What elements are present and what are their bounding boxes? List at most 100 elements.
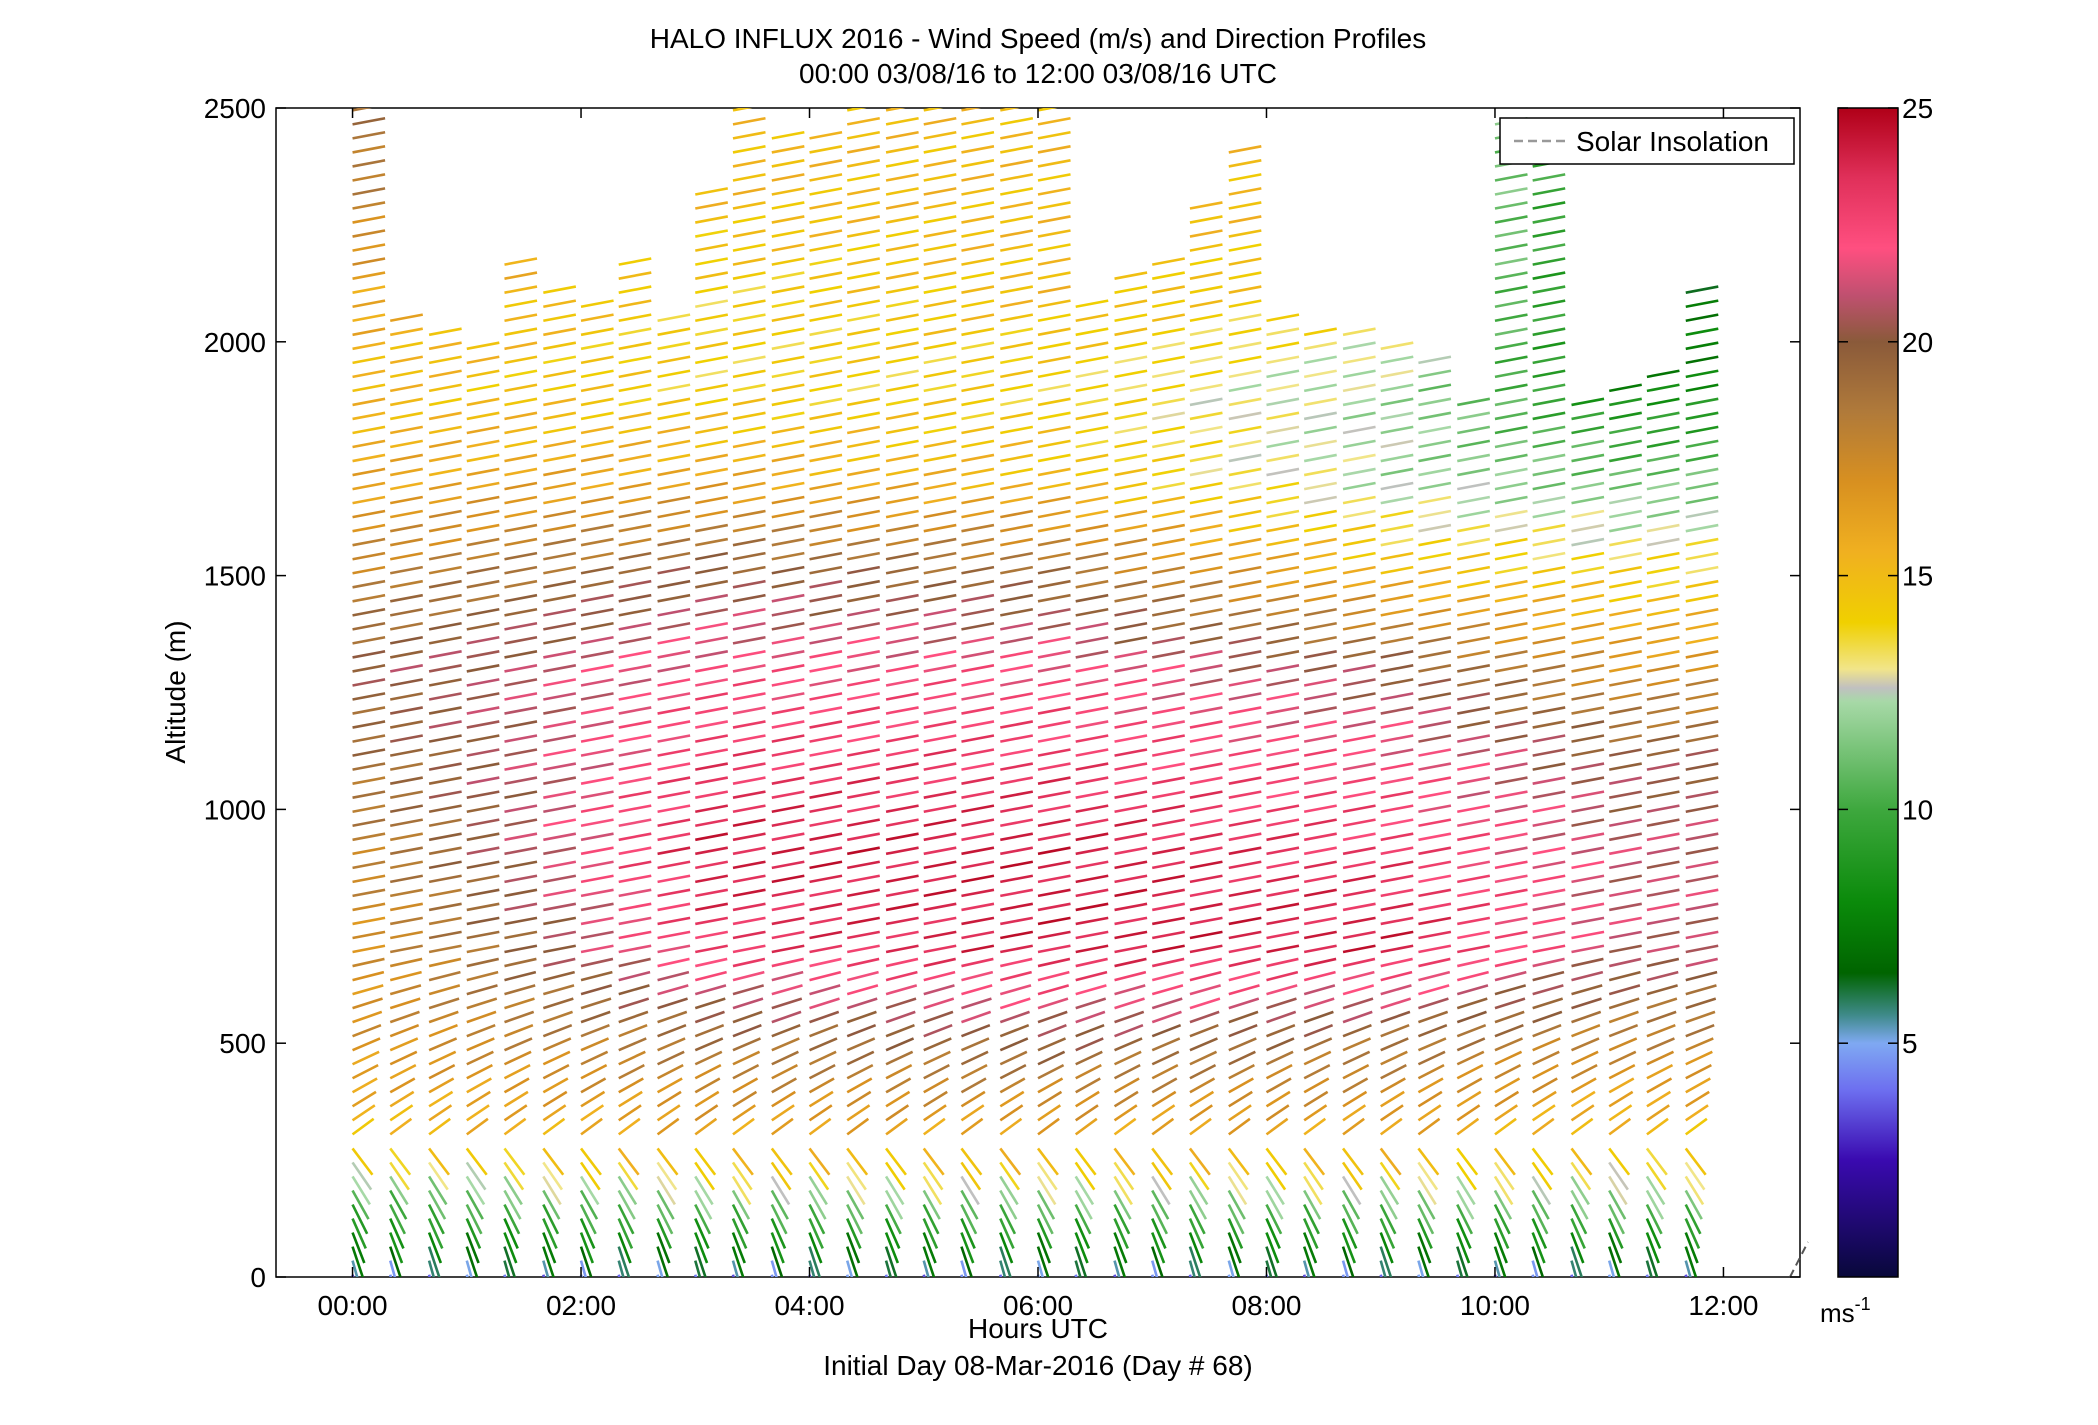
wind-barb bbox=[1189, 748, 1223, 757]
wind-barb bbox=[1456, 1175, 1476, 1206]
wind-barb bbox=[352, 439, 386, 449]
wind-barb bbox=[961, 159, 995, 168]
wind-barb bbox=[617, 1203, 635, 1235]
wind-barb bbox=[466, 355, 500, 365]
wind-barb bbox=[1075, 607, 1109, 617]
wind-barb bbox=[885, 1077, 912, 1094]
wind-barb bbox=[1152, 804, 1186, 814]
wind-barb bbox=[1685, 1063, 1712, 1080]
wind-barb bbox=[771, 495, 805, 505]
wind-barb bbox=[543, 327, 577, 337]
wind-barb bbox=[809, 257, 843, 266]
wind-barb bbox=[1075, 411, 1109, 421]
wind-barb bbox=[580, 664, 614, 673]
wind-barb bbox=[923, 621, 957, 631]
wind-barb bbox=[504, 984, 536, 996]
wind-barb bbox=[428, 970, 461, 982]
wind-barb bbox=[657, 916, 691, 926]
wind-barb bbox=[1152, 664, 1186, 673]
wind-barb bbox=[771, 229, 805, 238]
wind-barb bbox=[504, 874, 538, 884]
wind-barb bbox=[1417, 1189, 1436, 1220]
wind-barb bbox=[1075, 537, 1109, 547]
wind-barb bbox=[1532, 523, 1566, 533]
wind-barb bbox=[732, 187, 766, 196]
wind-barb bbox=[771, 664, 805, 673]
wind-barb bbox=[1000, 285, 1034, 294]
wind-barb bbox=[1380, 734, 1414, 743]
wind-barb bbox=[1037, 944, 1071, 954]
wind-barb bbox=[1494, 187, 1528, 196]
wind-barb bbox=[885, 621, 919, 631]
wind-barb bbox=[1571, 997, 1602, 1010]
wind-barb bbox=[999, 1260, 1007, 1277]
wind-barb bbox=[809, 467, 843, 477]
wind-barb bbox=[1608, 453, 1642, 463]
wind-barb bbox=[352, 215, 386, 224]
wind-barb bbox=[771, 997, 803, 1010]
wind-barb bbox=[846, 495, 880, 505]
wind-barb bbox=[1228, 299, 1262, 309]
wind-barb bbox=[1189, 636, 1223, 645]
wind-barb bbox=[504, 804, 538, 814]
wind-barb bbox=[580, 930, 614, 940]
wind-barb bbox=[1493, 1218, 1510, 1249]
wind-barb bbox=[427, 1260, 436, 1277]
wind-barb bbox=[808, 1218, 824, 1249]
wind-barb bbox=[657, 706, 691, 715]
wind-barb bbox=[1266, 607, 1300, 617]
wind-barb bbox=[732, 650, 766, 659]
wind-barb bbox=[1114, 706, 1148, 715]
wind-barb bbox=[352, 187, 386, 196]
wind-barb bbox=[1456, 1050, 1485, 1066]
wind-barb bbox=[846, 1218, 862, 1249]
wind-barb bbox=[389, 970, 422, 982]
wind-barb bbox=[1571, 579, 1605, 589]
wind-barb bbox=[770, 1189, 789, 1220]
wind-barb bbox=[1608, 930, 1642, 940]
wind-barb bbox=[1646, 1104, 1670, 1122]
wind-barb bbox=[694, 1037, 724, 1052]
wind-barb bbox=[1417, 1050, 1446, 1066]
wind-barb bbox=[695, 916, 729, 926]
wind-barb bbox=[694, 957, 728, 968]
wind-barb bbox=[1303, 439, 1337, 449]
x-tick-label: 00:00 bbox=[318, 1290, 388, 1321]
wind-barb bbox=[732, 551, 766, 561]
wind-barb bbox=[885, 1063, 913, 1080]
wind-barb bbox=[580, 341, 614, 351]
wind-barb bbox=[923, 467, 957, 477]
wind-barb bbox=[1494, 173, 1528, 182]
wind-barb bbox=[465, 1218, 482, 1249]
wind-barb bbox=[1075, 678, 1109, 687]
wind-barb bbox=[1228, 916, 1262, 926]
wind-barb bbox=[1494, 453, 1528, 463]
wind-barb bbox=[352, 565, 386, 575]
wind-barb bbox=[695, 650, 729, 659]
wind-barb bbox=[352, 313, 386, 323]
wind-barb bbox=[466, 970, 499, 982]
wind-barb bbox=[1608, 1063, 1636, 1080]
wind-barb bbox=[1380, 621, 1414, 631]
wind-barb bbox=[809, 804, 843, 814]
wind-barb bbox=[1457, 481, 1491, 491]
wind-barb bbox=[542, 1010, 573, 1024]
wind-barb bbox=[1418, 997, 1449, 1010]
wind-barb bbox=[618, 355, 652, 365]
wind-barb bbox=[1494, 734, 1528, 743]
wind-barb bbox=[580, 355, 614, 365]
wind-barb bbox=[885, 888, 919, 898]
wind-barb bbox=[960, 1218, 976, 1249]
wind-barb bbox=[427, 1203, 445, 1235]
wind-barb bbox=[1228, 327, 1262, 337]
wind-barb bbox=[657, 509, 691, 519]
wind-barb bbox=[846, 1117, 870, 1136]
wind-barb bbox=[846, 1147, 869, 1176]
wind-barb bbox=[1379, 1147, 1402, 1176]
wind-barb bbox=[1418, 369, 1452, 379]
wind-barb bbox=[1266, 706, 1300, 715]
wind-barb bbox=[1303, 664, 1337, 673]
wind-barb bbox=[1075, 551, 1109, 561]
wind-barb bbox=[923, 957, 956, 968]
wind-barb bbox=[1417, 1063, 1445, 1080]
